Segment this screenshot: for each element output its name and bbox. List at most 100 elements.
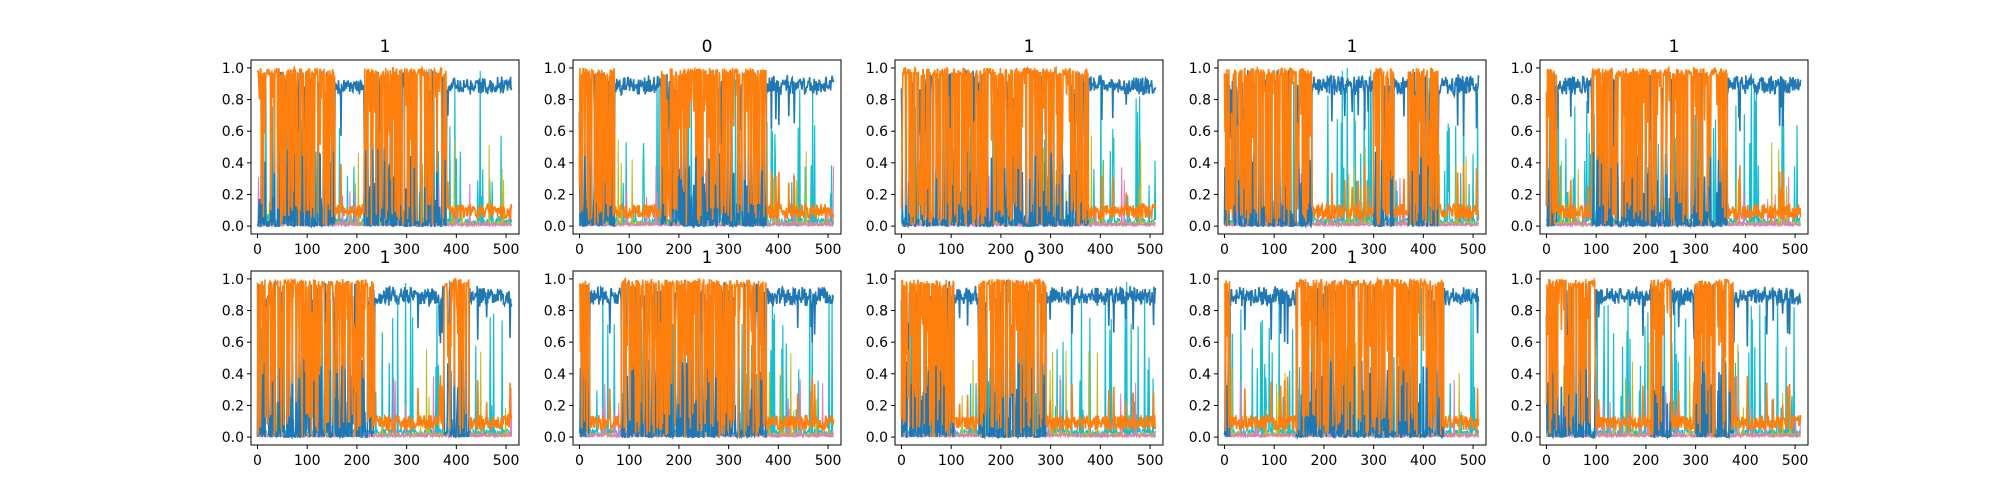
- y-tick-label: 1.0: [1189, 272, 1211, 288]
- y-tick-label: 0.2: [222, 398, 244, 414]
- x-tick-label: 0: [897, 242, 906, 258]
- y-tick-label: 1.0: [222, 272, 244, 288]
- subplot-title: 1: [1669, 37, 1680, 57]
- plot-area: [578, 276, 835, 440]
- series-pink-line: [1546, 375, 1802, 439]
- series-orange-line: [256, 64, 513, 227]
- y-tick-label: 1.0: [866, 272, 888, 288]
- y-tick-label: 0.4: [222, 156, 244, 172]
- series-orange-line: [1545, 65, 1802, 226]
- x-tick-label: 400: [1732, 453, 1759, 469]
- subplot-title: 0: [1024, 248, 1035, 268]
- subplot-title: 1: [1347, 248, 1358, 268]
- y-tick-label: 0.2: [866, 187, 888, 203]
- x-tick-label: 300: [1360, 453, 1387, 469]
- subplot-1: 0.0 0.2 0.4 0.6 0.8 1.0 0 100 200 300 400 500 1: [222, 37, 520, 258]
- subplot-2: 0.0 0.2 0.4 0.6 0.8 1.0 0 100 200 300 400 500 0: [544, 37, 842, 258]
- x-tick-label: 100: [616, 242, 643, 258]
- x-tick-label: 0: [897, 453, 906, 469]
- x-tick-label: 0: [1220, 242, 1229, 258]
- plot-area: [1545, 276, 1802, 440]
- subplot-title: 1: [1024, 37, 1035, 57]
- y-tick-label: 0.4: [544, 367, 566, 383]
- y-tick-label: 0.2: [544, 398, 566, 414]
- x-tick-label: 500: [1782, 242, 1809, 258]
- y-tick-label: 0.4: [866, 156, 888, 172]
- subplot-8: 0.0 0.2 0.4 0.6 0.8 1.0 0 100 200 300 400 500 0: [866, 248, 1164, 469]
- x-tick-label: 400: [1732, 242, 1759, 258]
- subplot-title: 1: [1347, 37, 1358, 57]
- series-orange-line: [578, 276, 835, 438]
- y-tick-label: 0.8: [866, 304, 888, 320]
- y-tick-label: 1.0: [1189, 61, 1211, 77]
- axes-frame: [894, 270, 1164, 446]
- x-tick-label: 100: [1583, 242, 1610, 258]
- y-tick-label: 0.0: [1511, 430, 1533, 446]
- y-tick-label: 0.0: [866, 219, 888, 235]
- x-tick-label: 200: [344, 453, 371, 469]
- y-tick-label: 0.4: [1189, 367, 1211, 383]
- plot-area: [900, 278, 1157, 440]
- y-tick-label: 0.6: [544, 124, 566, 140]
- y-tick-label: 0.0: [1189, 219, 1211, 235]
- subplot-7: 0.0 0.2 0.4 0.6 0.8 1.0 0 100 200 300 400 500 1: [544, 248, 842, 469]
- subplot-9: 0.0 0.2 0.4 0.6 0.8 1.0 0 100 200 300 400 500 1: [1189, 248, 1487, 469]
- y-tick-label: 0.2: [1511, 187, 1533, 203]
- y-tick-label: 0.8: [1189, 304, 1211, 320]
- y-tick-label: 0.4: [1511, 367, 1533, 383]
- x-tick-label: 400: [443, 453, 470, 469]
- y-tick-label: 1.0: [866, 61, 888, 77]
- x-tick-label: 400: [1087, 242, 1114, 258]
- y-tick-label: 0.2: [544, 187, 566, 203]
- plot-area: [1223, 276, 1480, 441]
- x-tick-label: 500: [1137, 242, 1164, 258]
- y-tick-label: 0.6: [222, 124, 244, 140]
- y-tick-label: 0.2: [1189, 398, 1211, 414]
- subplot-title: 1: [702, 248, 713, 268]
- y-tick-label: 0.6: [1189, 124, 1211, 140]
- x-tick-label: 100: [1583, 453, 1610, 469]
- x-tick-label: 200: [1311, 453, 1338, 469]
- x-tick-label: 0: [253, 242, 262, 258]
- plot-area: [578, 66, 835, 229]
- x-tick-label: 400: [1410, 453, 1437, 469]
- series-orange-line: [900, 278, 1157, 437]
- y-tick-label: 0.4: [544, 156, 566, 172]
- plot-area: [1545, 65, 1802, 229]
- x-tick-label: 100: [938, 242, 965, 258]
- plot-area: [256, 277, 513, 440]
- x-tick-label: 300: [1037, 453, 1064, 469]
- x-tick-label: 200: [1311, 242, 1338, 258]
- y-tick-label: 0.8: [1189, 93, 1211, 109]
- y-tick-label: 0.4: [866, 367, 888, 383]
- x-tick-label: 0: [575, 453, 584, 469]
- y-tick-label: 0.4: [1189, 156, 1211, 172]
- y-tick-label: 0.6: [866, 335, 888, 351]
- y-tick-label: 0.2: [222, 187, 244, 203]
- x-tick-label: 200: [988, 453, 1015, 469]
- y-tick-label: 0.8: [544, 93, 566, 109]
- x-tick-label: 100: [616, 453, 643, 469]
- x-tick-label: 200: [666, 453, 693, 469]
- x-tick-label: 300: [1682, 453, 1709, 469]
- subplot-4: 0.0 0.2 0.4 0.6 0.8 1.0 0 100 200 300 400 500 1: [1189, 37, 1487, 258]
- x-tick-label: 300: [393, 453, 420, 469]
- y-tick-label: 1.0: [1511, 272, 1533, 288]
- series-orange-line: [256, 277, 513, 437]
- x-tick-label: 300: [1037, 242, 1064, 258]
- x-tick-label: 500: [493, 242, 520, 258]
- y-tick-label: 0.8: [222, 304, 244, 320]
- y-tick-label: 0.6: [222, 335, 244, 351]
- subplot-6: 0.0 0.2 0.4 0.6 0.8 1.0 0 100 200 300 400 500 1: [222, 248, 520, 469]
- x-tick-label: 400: [765, 242, 792, 258]
- x-tick-label: 100: [938, 453, 965, 469]
- axes-frame: [572, 59, 842, 235]
- x-tick-label: 400: [1410, 242, 1437, 258]
- x-tick-label: 500: [1460, 453, 1487, 469]
- y-tick-label: 0.6: [1189, 335, 1211, 351]
- y-tick-label: 0.4: [222, 367, 244, 383]
- x-tick-label: 0: [1542, 242, 1551, 258]
- y-tick-label: 0.6: [1511, 335, 1533, 351]
- x-tick-label: 300: [393, 242, 420, 258]
